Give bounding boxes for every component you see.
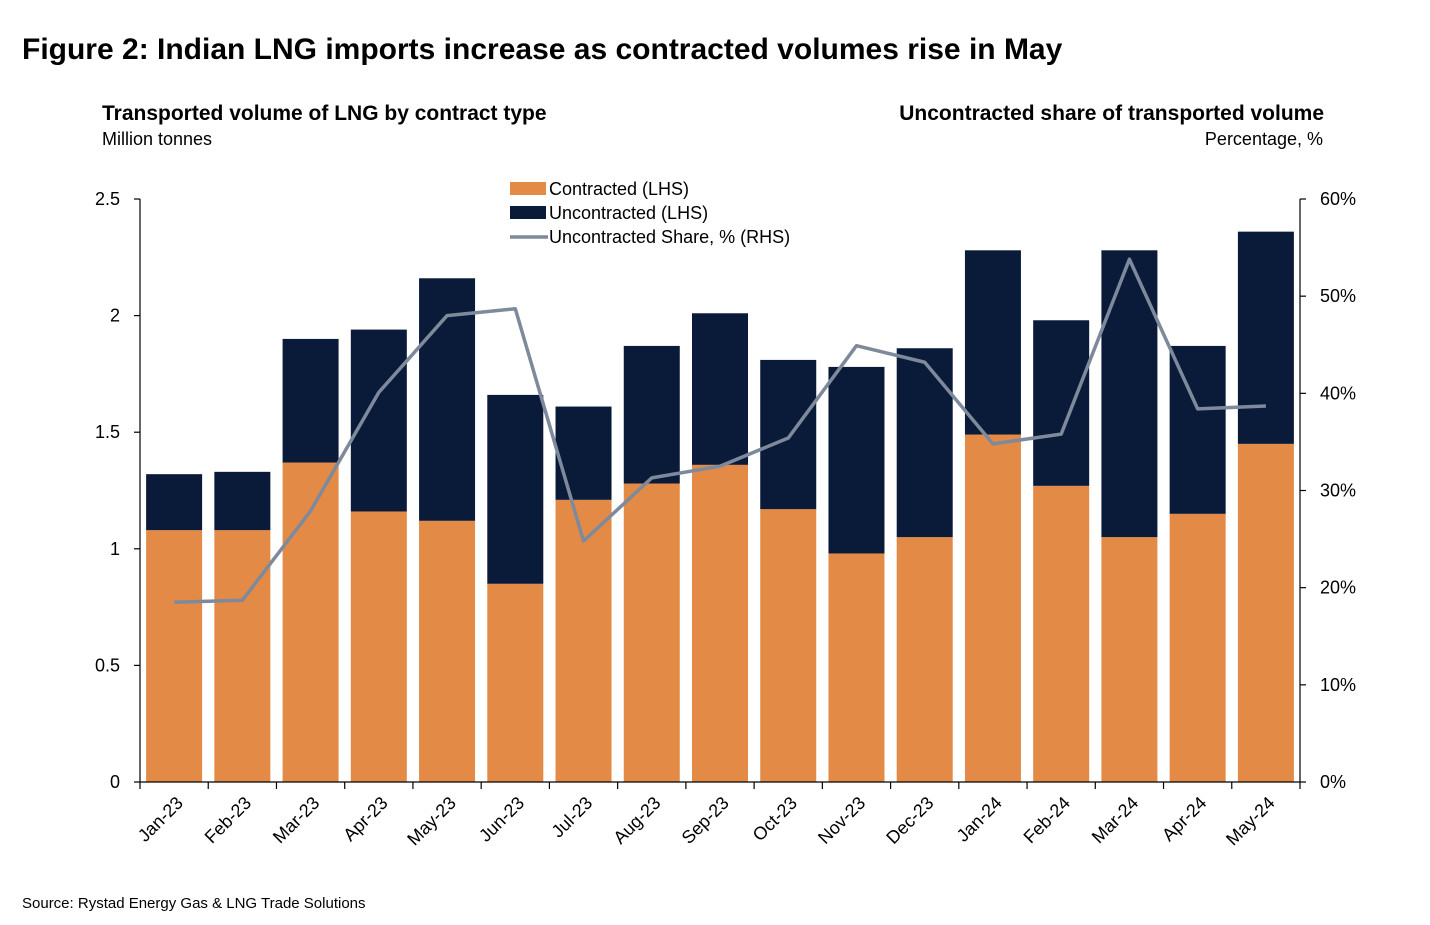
x-tick-label: May-24 xyxy=(1222,793,1279,850)
uncontracted-bar xyxy=(146,474,203,531)
legend-label: Contracted (LHS) xyxy=(549,179,689,199)
x-tick-label: Feb-23 xyxy=(201,793,255,847)
right-tick-label: 0% xyxy=(1320,772,1346,792)
right-tick-label: 60% xyxy=(1320,189,1356,209)
left-axis-title: Transported volume of LNG by contract ty… xyxy=(102,102,547,125)
contracted-bar xyxy=(214,530,271,782)
uncontracted-bar xyxy=(214,471,271,531)
contracted-bar xyxy=(487,583,544,782)
contracted-bar xyxy=(692,464,748,782)
contracted-bar xyxy=(350,511,407,782)
uncontracted-bar xyxy=(1237,231,1294,444)
uncontracted-bar xyxy=(692,313,748,465)
x-tick-label: May-23 xyxy=(403,793,460,850)
source-note: Source: Rystad Energy Gas & LNG Trade So… xyxy=(22,895,366,912)
uncontracted-bar xyxy=(760,359,817,510)
left-tick-label: 0.5 xyxy=(95,655,120,675)
right-tick-label: 10% xyxy=(1320,675,1356,695)
right-axis-unit: Percentage, % xyxy=(1205,129,1323,149)
left-tick-label: 0 xyxy=(110,772,120,792)
bars-layer xyxy=(146,231,1294,782)
x-tick-label: Jan-24 xyxy=(953,793,1006,846)
contracted-bar xyxy=(828,553,885,782)
uncontracted-bar xyxy=(623,345,680,484)
right-tick-label: 40% xyxy=(1320,383,1356,403)
contracted-bar xyxy=(1033,485,1090,782)
x-tick-label: Sep-23 xyxy=(678,793,733,848)
left-tick-label: 1.5 xyxy=(95,422,120,442)
uncontracted-bar xyxy=(419,278,476,521)
legend-swatch-contracted xyxy=(510,182,546,195)
x-tick-label: Jan-23 xyxy=(134,793,187,846)
contracted-bar xyxy=(282,462,339,782)
contracted-bar xyxy=(760,509,817,782)
uncontracted-bar xyxy=(350,329,407,512)
right-tick-label: 20% xyxy=(1320,578,1356,598)
x-tick-label: Jun-23 xyxy=(475,793,528,846)
contracted-bar xyxy=(1101,537,1158,782)
uncontracted-bar xyxy=(828,366,885,554)
right-tick-label: 30% xyxy=(1320,481,1356,501)
uncontracted-bar xyxy=(1169,345,1226,514)
uncontracted-bar xyxy=(282,338,339,463)
contracted-bar xyxy=(146,530,203,782)
legend-label: Uncontracted Share, % (RHS) xyxy=(549,227,790,247)
line-layer xyxy=(174,257,1266,604)
x-tick-label: Jul-23 xyxy=(548,793,597,842)
uncontracted-bar xyxy=(555,406,612,500)
legend: Contracted (LHS) Uncontracted (LHS) Uncont… xyxy=(510,179,790,247)
figure-title: Figure 2: Indian LNG imports increase as… xyxy=(22,33,1063,66)
contracted-bar xyxy=(1237,443,1294,782)
left-tick-label: 2 xyxy=(110,306,120,326)
contracted-bar xyxy=(964,434,1021,782)
legend-swatch-uncontracted xyxy=(510,206,546,219)
x-tick-label: Oct-23 xyxy=(749,793,801,845)
uncontracted-bar xyxy=(1033,320,1090,486)
left-tick-label: 2.5 xyxy=(95,189,120,209)
contracted-bar xyxy=(419,520,476,782)
right-axis-title: Uncontracted share of transported volume xyxy=(899,102,1324,125)
uncontracted-bar xyxy=(1101,250,1158,538)
x-tick-label: Apr-24 xyxy=(1158,793,1210,845)
right-tick-label: 50% xyxy=(1320,286,1356,306)
left-tick-label: 1 xyxy=(110,539,120,559)
x-tick-label: Dec-23 xyxy=(882,793,937,848)
left-axis-unit: Million tonnes xyxy=(102,129,212,149)
x-tick-label: Feb-24 xyxy=(1020,793,1074,847)
x-tick-label: Mar-24 xyxy=(1088,793,1142,847)
x-tick-label: Nov-23 xyxy=(814,793,869,848)
contracted-bar xyxy=(555,499,612,782)
contracted-bar xyxy=(1169,513,1226,782)
x-tick-label: Mar-23 xyxy=(269,793,323,847)
x-tick-label: Apr-23 xyxy=(339,793,391,845)
contracted-bar xyxy=(623,483,680,782)
legend-label: Uncontracted (LHS) xyxy=(549,203,708,223)
x-tick-label: Aug-23 xyxy=(609,793,664,848)
uncontracted-bar xyxy=(487,394,544,584)
contracted-bar xyxy=(896,537,953,782)
uncontracted-bar xyxy=(964,250,1021,435)
uncontracted-bar xyxy=(896,348,953,538)
